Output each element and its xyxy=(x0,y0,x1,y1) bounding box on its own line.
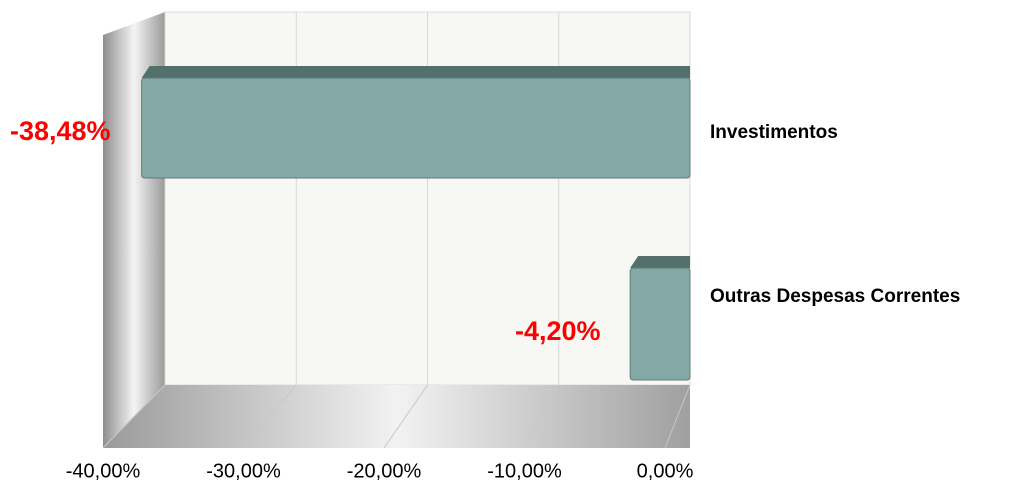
x-tick-label: 0,00% xyxy=(637,460,694,482)
floor-grid-line xyxy=(383,384,428,449)
bar-top xyxy=(141,66,690,78)
x-tick-label: -40,00% xyxy=(66,460,141,482)
value-label: -38,48% xyxy=(10,116,111,146)
value-label: -4,20% xyxy=(515,316,601,346)
bar xyxy=(141,77,691,179)
bar-top xyxy=(630,256,690,268)
x-tick-label: -20,00% xyxy=(347,460,422,482)
floor xyxy=(103,385,690,448)
floor-grid-line xyxy=(102,384,166,449)
floor-grid-line xyxy=(243,384,297,449)
x-tick-label: -30,00% xyxy=(206,460,281,482)
category-label: Outras Despesas Correntes xyxy=(710,286,960,307)
floor-grid-line xyxy=(664,384,691,449)
floor-grid-line xyxy=(524,384,560,449)
x-tick-label: -10,00% xyxy=(487,460,562,482)
category-label: Investimentos xyxy=(710,122,838,143)
bar xyxy=(629,267,691,381)
